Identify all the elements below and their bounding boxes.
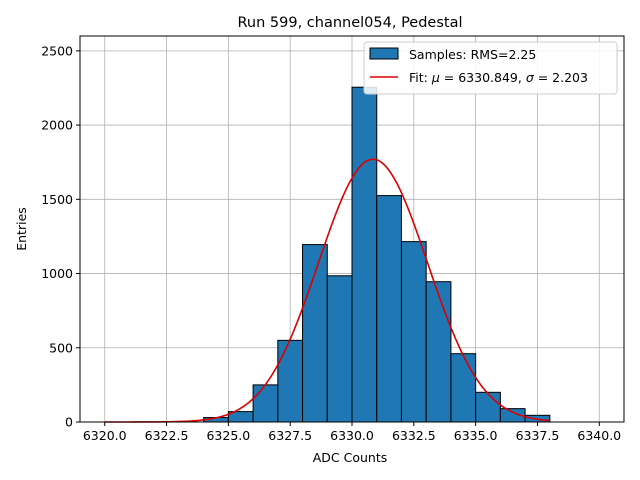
legend-box (363, 41, 618, 95)
x-axis-label: ADC Counts (313, 450, 388, 465)
x-tick-label: 6332.5 (392, 428, 436, 443)
y-tick-label: 2500 (41, 43, 73, 58)
chart-title: Run 599, channel054, Pedestal (237, 15, 462, 31)
y-tick-label: 1000 (41, 266, 73, 281)
x-tick-label: 6322.5 (145, 428, 189, 443)
histogram-bar (475, 391, 501, 423)
y-tick-label: 500 (49, 340, 73, 355)
histogram-bar (252, 384, 279, 423)
histogram-bar (400, 241, 427, 423)
x-tick-label: 6337.5 (516, 428, 560, 443)
histogram-bar (450, 353, 477, 423)
y-tick-label: 0 (65, 415, 73, 430)
legend: Samples: RMS=2.25 Fit: μ = 6330.849, σ =… (363, 41, 618, 95)
histogram-bar (326, 275, 353, 423)
histogram-bars (203, 86, 551, 423)
x-tick-label: 6325.0 (206, 428, 250, 443)
x-tick-label: 6335.0 (454, 428, 498, 443)
legend-histogram-swatch (369, 47, 399, 60)
x-tick-label: 6320.0 (83, 428, 127, 443)
histogram-bar (425, 281, 452, 423)
legend-fit-label: Fit: μ = 6330.849, σ = 2.203 (409, 70, 588, 85)
histogram-bar (351, 86, 378, 423)
legend-histogram-label: Samples: RMS=2.25 (409, 47, 536, 62)
x-tick-label: 6340.0 (577, 428, 621, 443)
y-tick-label: 2000 (41, 118, 73, 133)
histogram-bar (376, 195, 402, 423)
x-tick-label: 6327.5 (268, 428, 312, 443)
y-axis-label: Entries (14, 207, 29, 251)
y-axis-ticks: 0 500 1000 1500 2000 2500 (41, 43, 80, 430)
y-tick-label: 1500 (41, 192, 73, 207)
histogram-bar (277, 339, 304, 423)
x-axis-ticks: 6320.0 6322.5 6325.0 6327.5 6330.0 6332.5 6335… (83, 422, 621, 443)
x-tick-label: 6330.0 (330, 428, 374, 443)
